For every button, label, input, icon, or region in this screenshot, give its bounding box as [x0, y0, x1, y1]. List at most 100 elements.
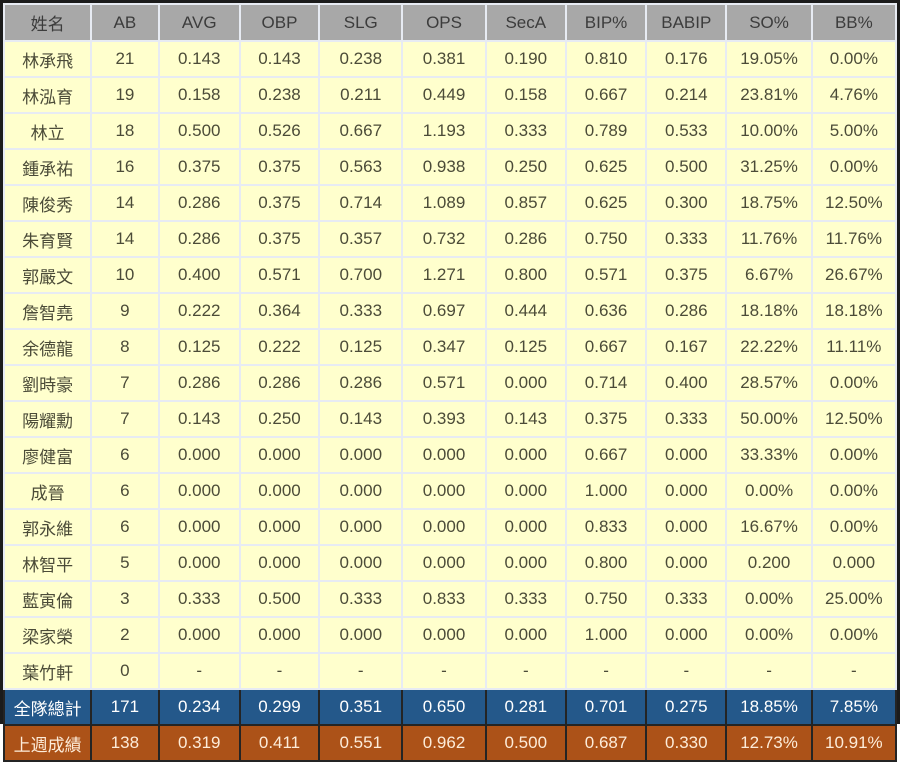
stat-cell: 7 [90, 364, 160, 402]
stat-cell: 0.333 [645, 580, 728, 618]
stat-cell: 0.000 [238, 472, 321, 510]
stat-cell: 0.700 [318, 256, 404, 294]
stat-cell: 11.11% [810, 328, 898, 366]
stat-cell: 0.375 [157, 148, 241, 186]
stat-cell: 0.000 [401, 544, 487, 582]
table-row: 林泓育 19 0.158 0.238 0.211 0.449 0.158 0.667 0.214… [2, 76, 898, 114]
summary-stat-cell: 7.85% [810, 688, 898, 726]
stat-cell: 0.000 [157, 544, 241, 582]
player-name-cell: 鍾承祐 [2, 148, 93, 186]
stat-cell: 0.00% [725, 580, 813, 618]
table-body: 林承飛 21 0.143 0.143 0.238 0.381 0.190 0.810 0.176… [2, 40, 898, 690]
stat-cell: 0.125 [318, 328, 404, 366]
stat-cell: 0.238 [318, 40, 404, 78]
stat-cell: 22.22% [725, 328, 813, 366]
player-name-cell: 朱育賢 [2, 220, 93, 258]
stat-cell: 0.625 [564, 148, 648, 186]
player-name-cell: 林承飛 [2, 40, 93, 78]
player-name-cell: 郭永維 [2, 508, 93, 546]
stat-cell: 0.000 [484, 436, 567, 474]
stat-cell: 0.286 [157, 220, 241, 258]
stat-cell: 0.000 [401, 508, 487, 546]
summary-stat-cell: 171 [90, 688, 160, 726]
stat-cell: 0.000 [157, 436, 241, 474]
summary-stat-cell: 0.687 [564, 724, 648, 762]
stat-cell: 0.000 [238, 436, 321, 474]
stat-cell: 0.000 [318, 508, 404, 546]
stat-cell: 0.333 [484, 580, 567, 618]
stat-cell: 0.800 [564, 544, 648, 582]
stat-cell: 6 [90, 472, 160, 510]
header-cell-BABIP: BABIP [645, 3, 728, 42]
header-cell-SO%: SO% [725, 3, 813, 42]
stat-cell: 0.563 [318, 148, 404, 186]
stat-cell: 18.18% [810, 292, 898, 330]
stat-cell: 0.000 [401, 472, 487, 510]
stat-cell: 0.000 [645, 508, 728, 546]
header-cell-BIP%: BIP% [564, 3, 648, 42]
stat-cell: 0.125 [157, 328, 241, 366]
stat-cell: - [318, 652, 404, 690]
summary-label: 上週成績 [2, 724, 93, 762]
stat-cell: 0.00% [725, 616, 813, 654]
stat-cell: 0.286 [318, 364, 404, 402]
stat-cell: 0.286 [484, 220, 567, 258]
table-row: 朱育賢 14 0.286 0.375 0.357 0.732 0.286 0.750 0.333… [2, 220, 898, 258]
stat-cell: 0.750 [564, 580, 648, 618]
player-name-cell: 劉時豪 [2, 364, 93, 402]
stat-cell: 8 [90, 328, 160, 366]
stat-cell: 18.75% [725, 184, 813, 222]
stat-cell: 0.636 [564, 292, 648, 330]
player-name-cell: 林泓育 [2, 76, 93, 114]
stat-cell: - [725, 652, 813, 690]
stat-cell: 0.00% [810, 436, 898, 474]
stat-cell: 0.00% [810, 148, 898, 186]
summary-stat-cell: 0.701 [564, 688, 648, 726]
stat-cell: 0.300 [645, 184, 728, 222]
stat-cell: 0.667 [564, 76, 648, 114]
player-name-cell: 成晉 [2, 472, 93, 510]
stat-cell: 0.857 [484, 184, 567, 222]
table-row: 陽耀勳 7 0.143 0.250 0.143 0.393 0.143 0.375 0.333 5… [2, 400, 898, 438]
stat-cell: 0.000 [318, 544, 404, 582]
stat-cell: 0.000 [401, 616, 487, 654]
stat-cell: - [238, 652, 321, 690]
summary-stat-cell: 0.351 [318, 688, 404, 726]
header-cell-BB%: BB% [810, 3, 898, 42]
stat-cell: 31.25% [725, 148, 813, 186]
stat-cell: 0.500 [238, 580, 321, 618]
stat-cell: 0.500 [157, 112, 241, 150]
stat-cell: - [564, 652, 648, 690]
stat-cell: 0.000 [484, 544, 567, 582]
player-name-cell: 林立 [2, 112, 93, 150]
summary-stat-cell: 0.551 [318, 724, 404, 762]
header-cell-姓名: 姓名 [2, 3, 93, 42]
stat-cell: 0.449 [401, 76, 487, 114]
stat-cell: 0.526 [238, 112, 321, 150]
stat-cell: 0.000 [318, 436, 404, 474]
stat-cell: 0.000 [810, 544, 898, 582]
stat-cell: 0.143 [238, 40, 321, 78]
player-name-cell: 藍寅倫 [2, 580, 93, 618]
stat-cell: 4.76% [810, 76, 898, 114]
stat-cell: 10 [90, 256, 160, 294]
stat-cell: 0.00% [810, 472, 898, 510]
stat-cell: 0.000 [645, 544, 728, 582]
summary-stat-cell: 0.275 [645, 688, 728, 726]
stat-cell: 2 [90, 616, 160, 654]
stat-cell: 0.250 [484, 148, 567, 186]
summary-stat-cell: 10.91% [810, 724, 898, 762]
stat-cell: 0.833 [564, 508, 648, 546]
stat-cell: 0.000 [484, 364, 567, 402]
stat-cell: 19.05% [725, 40, 813, 78]
stat-cell: 0.200 [725, 544, 813, 582]
summary-stat-cell: 0.319 [157, 724, 241, 762]
stat-cell: 0.393 [401, 400, 487, 438]
stat-cell: 0.143 [157, 400, 241, 438]
stat-cell: 11.76% [810, 220, 898, 258]
stat-cell: 12.50% [810, 184, 898, 222]
table-row: 郭永維 6 0.000 0.000 0.000 0.000 0.000 0.833 0.000 1… [2, 508, 898, 546]
stat-cell: 0.000 [645, 472, 728, 510]
stat-cell: 5 [90, 544, 160, 582]
